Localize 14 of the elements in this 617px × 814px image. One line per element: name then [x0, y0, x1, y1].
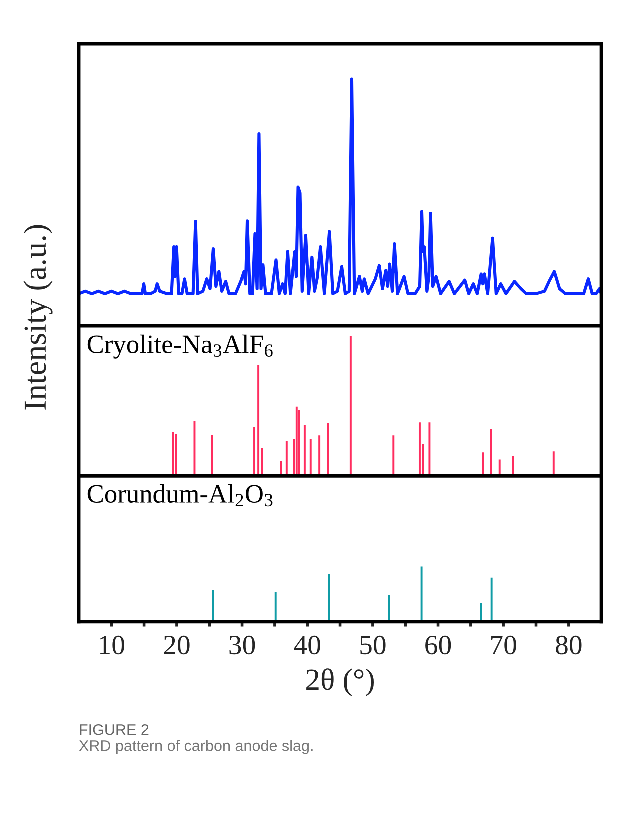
- text: Corundum-Al$_{2}$O$_{3}$: [88, 484, 273, 507]
- x-tick-label: 20: [164, 636, 190, 655]
- x-tick-label: 40: [294, 636, 320, 655]
- x-tick-label: 70: [492, 636, 516, 655]
- y-axis-title: Intensity (a.u.): [24, 225, 53, 410]
- x-axis-title: 2θ (°): [306, 668, 374, 696]
- x-tick-label: 60: [426, 636, 452, 655]
- x-tick-label: 10: [100, 636, 124, 655]
- text: XRD pattern of carbon anode slag.: [79, 740, 313, 754]
- caption: FIGURE 2: [80, 724, 149, 736]
- x-tick-label: 50: [360, 636, 386, 655]
- annotation: Cryolite-Na$_{3}$AlF$_{6}$: [88, 334, 273, 359]
- x-tick-label: 80: [556, 636, 582, 655]
- x-tick-label: 30: [230, 636, 256, 655]
